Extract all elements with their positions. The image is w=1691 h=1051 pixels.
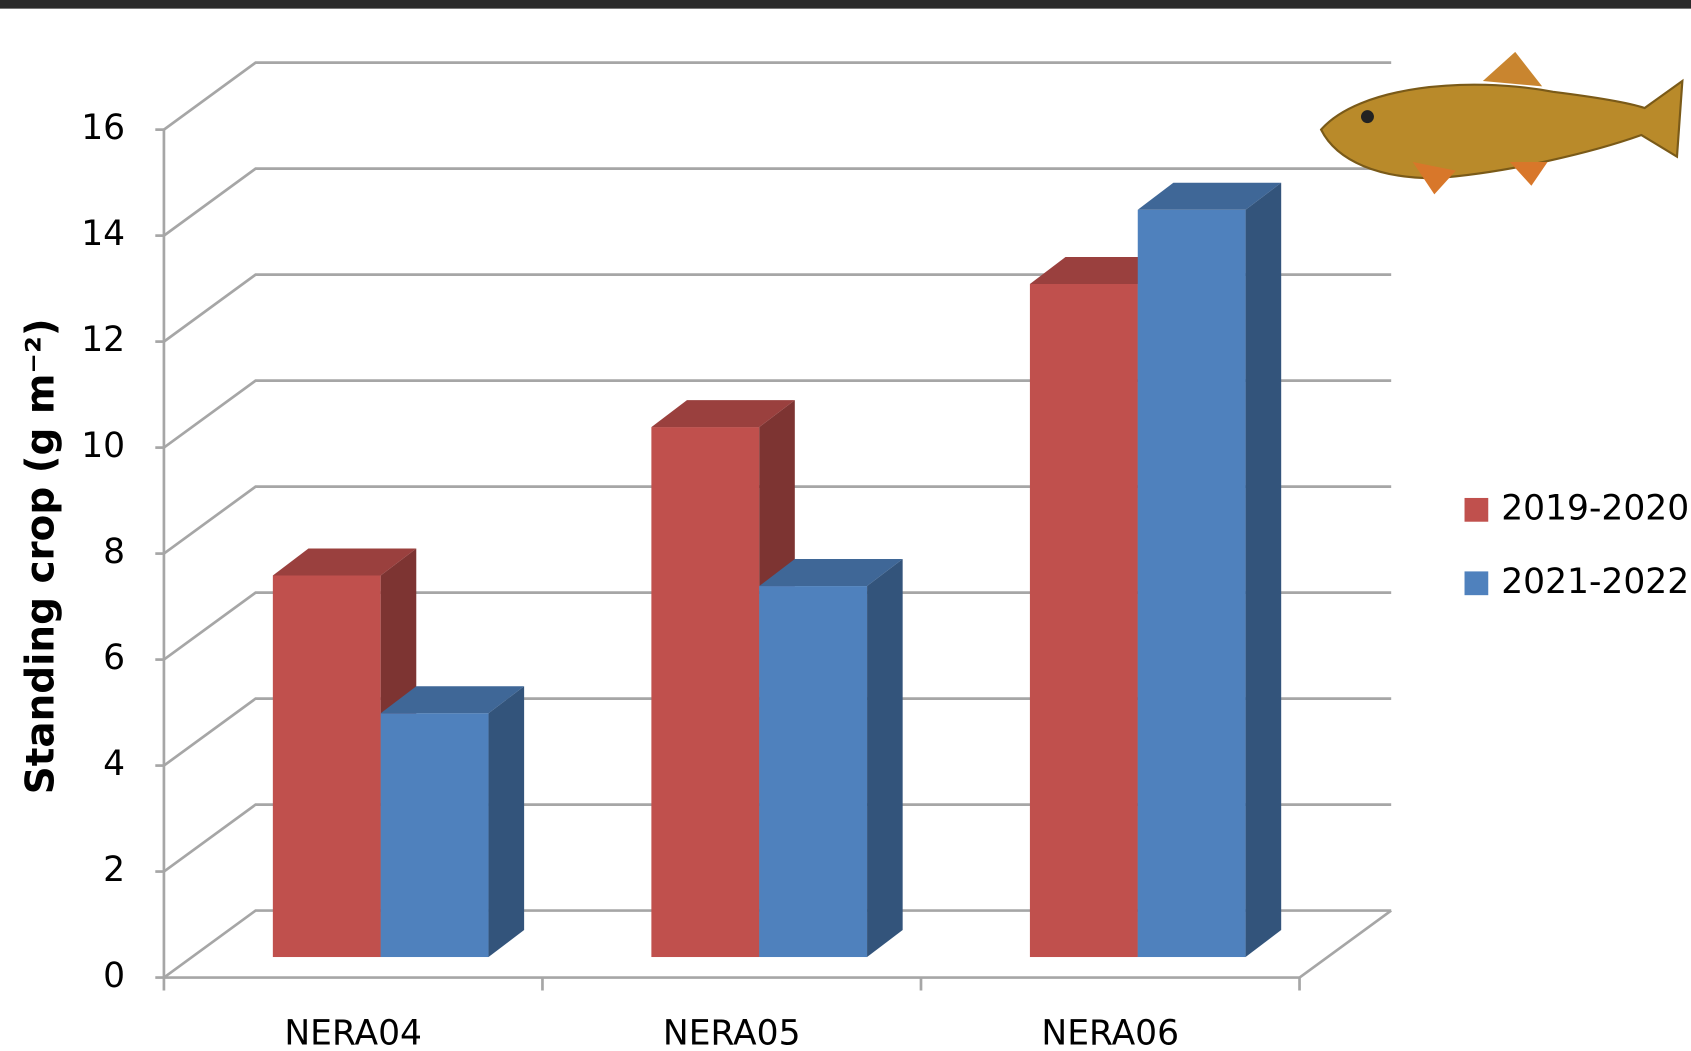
bar-front [1029,283,1138,958]
bar-top [272,548,417,576]
y-tick-label: 14 [81,214,125,254]
bar-front [272,575,381,958]
bar-top [651,400,795,428]
legend-label: 2021-2022 [1501,562,1689,602]
grid-line [163,379,1392,449]
grid-line [163,485,1392,555]
legend-label: 2019-2020 [1501,488,1689,528]
grid-line [163,909,1392,979]
y-tick-label: 8 [103,532,125,572]
legend-swatch [1464,497,1489,522]
x-tick-label: NERA05 [663,1013,801,1051]
bar-front [651,427,760,958]
bar-side [488,686,525,958]
legend-swatch [1464,571,1489,596]
grid-line [163,803,1392,873]
grid-line [163,167,1392,237]
bar-front [1137,209,1246,958]
grid-line [163,61,1392,131]
bar-front [759,586,868,958]
bar-top [1029,256,1174,284]
bar-front [380,713,489,958]
top-band [0,0,1691,9]
x-tick-label: NERA04 [284,1013,422,1051]
y-tick-label: 0 [103,956,125,996]
grid-line [163,697,1392,767]
y-tick-label: 12 [81,320,125,360]
bar-side [1245,182,1282,958]
y-axis-label: Standing crop (g m⁻²) [19,318,64,794]
fish-illustration [1319,51,1684,195]
y-tick-label: 6 [103,638,125,678]
y-tick-label: 16 [81,108,125,148]
x-tick-label: NERA06 [1041,1013,1179,1051]
bar-side [867,559,903,958]
grid-line [163,273,1392,343]
grid-line [163,591,1392,661]
bar-top [380,686,525,714]
y-tick-label: 10 [81,426,125,466]
bar-top [759,559,903,587]
y-tick-label: 2 [103,850,125,890]
y-tick-label: 4 [103,744,125,784]
bar-top [1137,182,1282,210]
